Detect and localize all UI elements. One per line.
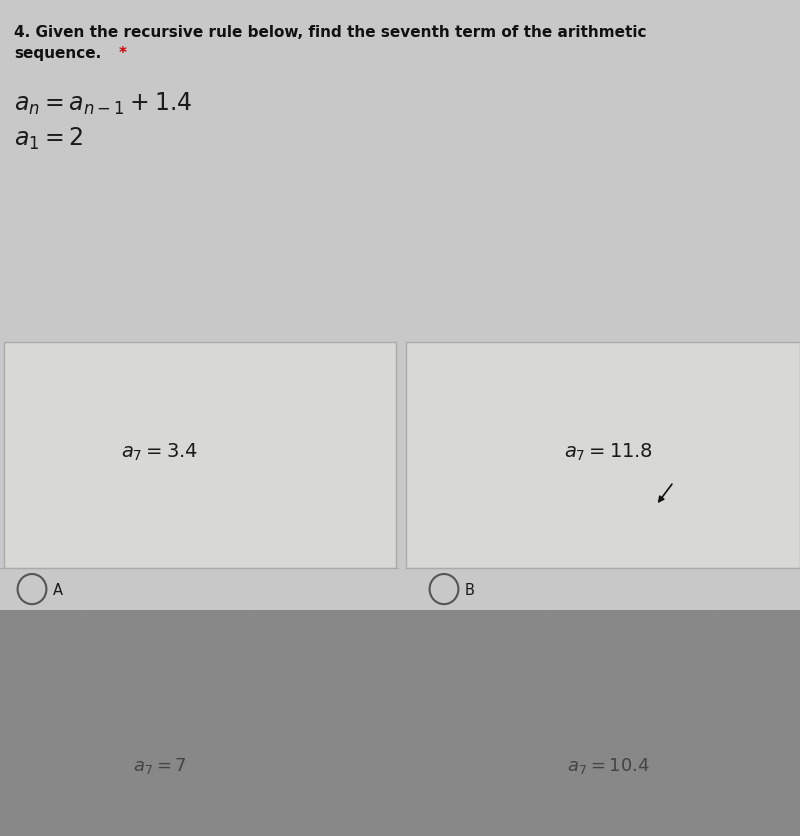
FancyBboxPatch shape [4,343,396,568]
Text: $a_7 = 3.4$: $a_7 = 3.4$ [122,441,198,462]
Text: B: B [465,582,474,597]
Text: $a_7 = 10.4$: $a_7 = 10.4$ [566,755,650,775]
Text: A: A [53,582,62,597]
Text: 4. Given the recursive rule below, find the seventh term of the arithmetic: 4. Given the recursive rule below, find … [14,25,647,40]
Text: $a_1 = 2$: $a_1 = 2$ [14,125,84,151]
Text: $a_7 = 11.8$: $a_7 = 11.8$ [564,441,652,462]
FancyBboxPatch shape [406,343,800,568]
Text: *: * [118,46,126,61]
Bar [0,0,800,610]
Text: $a_7 = 7$: $a_7 = 7$ [133,755,187,775]
Text: sequence.: sequence. [14,46,102,61]
Bar [0,610,800,836]
Text: $a_n = a_{n-1} + 1.4$: $a_n = a_{n-1} + 1.4$ [14,90,193,116]
